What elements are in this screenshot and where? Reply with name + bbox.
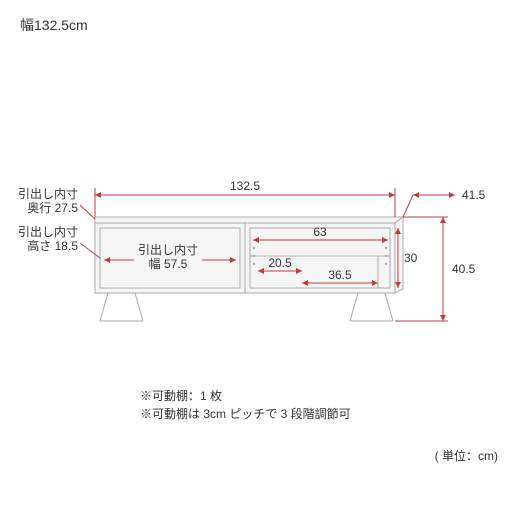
- diagram-canvas: 幅132.5cm 13: [0, 0, 512, 512]
- dim-total-width-value: 132.5: [230, 179, 260, 193]
- leg-right: [350, 293, 393, 321]
- dim-shelf-height-value: 30: [404, 251, 418, 265]
- note-line2: ※可動棚は 3cm ピッチで 3 段階調節可: [140, 406, 351, 421]
- svg-text:引出し内寸: 引出し内寸: [138, 243, 198, 257]
- label-drawer-height: 引出し内寸 高さ 18.5: [18, 225, 100, 258]
- svg-text:引出し内寸: 引出し内寸: [18, 225, 78, 239]
- dim-depth: 41.5: [403, 188, 486, 217]
- dim-inner1-value: 20.5: [268, 256, 292, 270]
- svg-text:幅 57.5: 幅 57.5: [149, 256, 188, 271]
- leg-left: [100, 293, 143, 321]
- pin-dot: [253, 263, 255, 265]
- cabinet-top: [95, 217, 403, 223]
- label-drawer-depth: 引出し内寸 奥行 27.5: [18, 187, 95, 219]
- svg-text:高さ 18.5: 高さ 18.5: [27, 238, 78, 253]
- dim-shelf-width-value: 63: [313, 225, 327, 239]
- note-line1: ※可動棚：1 枚: [140, 388, 222, 403]
- pin-dot: [385, 247, 387, 249]
- dim-inner2-value: 36.5: [328, 268, 352, 282]
- pin-dot: [385, 255, 387, 257]
- unit-label: ( 単位：cm): [435, 448, 498, 463]
- page-title: 幅132.5cm: [20, 17, 88, 33]
- svg-text:引出し内寸: 引出し内寸: [18, 187, 78, 201]
- dim-height-value: 40.5: [452, 262, 476, 276]
- dim-total-width: 132.5: [95, 179, 395, 217]
- dim-height: 40.5: [395, 217, 476, 321]
- cabinet-side-depth: [395, 217, 403, 293]
- dim-depth-value: 41.5: [462, 188, 486, 202]
- pin-dot: [253, 255, 255, 257]
- pin-dot: [385, 263, 387, 265]
- svg-text:奥行 27.5: 奥行 27.5: [27, 201, 78, 215]
- pin-dot: [253, 247, 255, 249]
